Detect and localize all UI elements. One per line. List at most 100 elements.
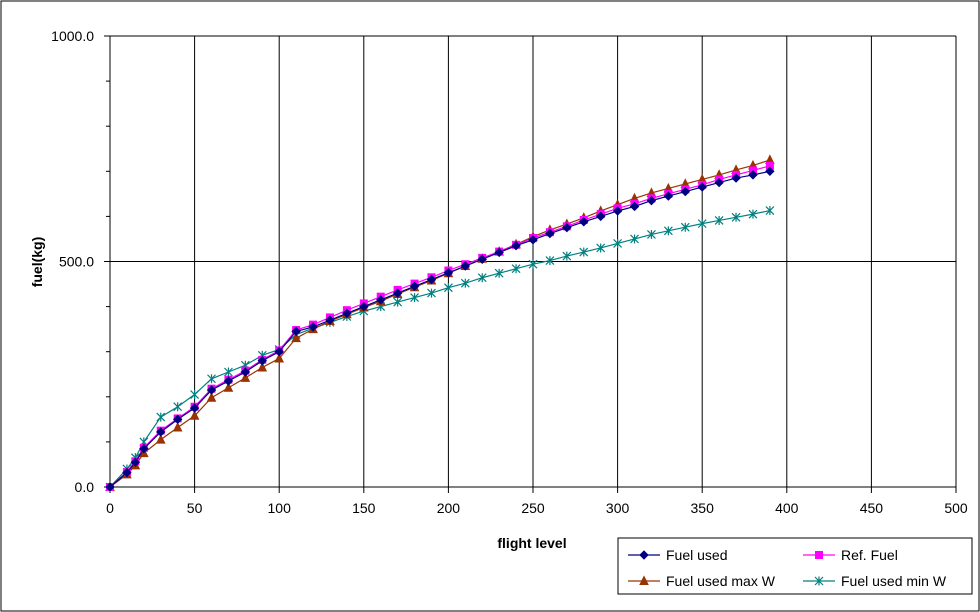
data-point-fuel-used-230 — [494, 247, 504, 258]
data-point-fuel-used-min-w-390 — [765, 206, 775, 216]
data-point-fuel-used-170 — [392, 288, 403, 298]
data-point-fuel-used-min-w-200 — [443, 283, 453, 293]
data-point-fuel-used-300 — [612, 206, 623, 216]
data-point-fuel-used-min-w-370 — [731, 212, 741, 222]
data-point-fuel-used-min-w-190 — [427, 288, 436, 298]
data-point-fuel-used-310 — [629, 201, 640, 212]
x-axis-title: flight level — [497, 535, 566, 551]
data-point-fuel-used-70 — [223, 376, 234, 386]
data-point-fuel-used-max-w-30 — [155, 434, 166, 444]
data-point-fuel-used-390 — [765, 166, 775, 177]
data-point-fuel-used-140 — [342, 308, 352, 319]
data-point-fuel-used-160 — [376, 295, 386, 305]
legend-marker-fuel-used — [639, 550, 649, 560]
data-point-fuel-used-130 — [325, 315, 335, 325]
legend-label-fuel-used-max-w: Fuel used max W — [666, 573, 776, 589]
data-point-fuel-used-min-w-320 — [647, 229, 656, 239]
data-point-fuel-used-max-w-80 — [240, 372, 251, 382]
data-point-fuel-used-210 — [460, 261, 471, 271]
data-point-fuel-used-380 — [748, 170, 758, 180]
data-point-fuel-used-110 — [291, 326, 301, 337]
data-point-fuel-used-min-w-280 — [579, 247, 589, 257]
data-point-fuel-used-min-w-220 — [477, 273, 487, 283]
data-point-fuel-used-min-w-250 — [528, 259, 538, 269]
data-point-fuel-used-100 — [274, 346, 284, 357]
data-point-fuel-used-min-w-380 — [748, 209, 758, 219]
x-tick-label-350: 350 — [691, 500, 715, 516]
x-tick-label-400: 400 — [775, 500, 799, 516]
x-tick-label-0: 0 — [106, 500, 114, 516]
data-point-fuel-used-min-w-340 — [680, 222, 690, 232]
legend-label-fuel-used: Fuel used — [666, 547, 727, 563]
data-point-fuel-used-min-w-290 — [596, 243, 606, 253]
data-point-fuel-used-20 — [139, 443, 149, 454]
legend: Fuel used Ref. Fuel Fuel used max W Fuel us… — [617, 537, 973, 595]
legend-label-ref-fuel: Ref. Fuel — [841, 547, 898, 563]
series-group — [105, 154, 775, 492]
data-point-fuel-used-max-w-50 — [189, 410, 200, 420]
y-tick-label-0: 0.0 — [75, 479, 95, 495]
data-point-fuel-used-40 — [172, 414, 183, 425]
data-point-fuel-used-max-w-110 — [291, 332, 301, 343]
legend-marker-fuel-used-max-w — [639, 575, 649, 585]
x-tick-label-300: 300 — [606, 500, 630, 516]
data-point-fuel-used-min-w-300 — [613, 238, 623, 248]
data-point-fuel-used-min-w-50 — [190, 390, 200, 400]
data-point-fuel-used-150 — [359, 301, 369, 312]
x-tick-label-100: 100 — [268, 500, 292, 516]
data-point-fuel-used-min-w-60 — [207, 374, 216, 384]
data-point-fuel-used-90 — [257, 356, 267, 366]
data-point-fuel-used-min-w-30 — [156, 412, 166, 422]
data-point-fuel-used-60 — [206, 385, 217, 395]
labels: flight level fuel(kg) 0.0 500.0 1000.0 0 50 1… — [29, 28, 968, 551]
x-tick-label-500: 500 — [944, 500, 968, 516]
data-point-fuel-used-min-w-350 — [697, 219, 707, 229]
y-tick-label-1000: 1000.0 — [51, 28, 94, 44]
data-point-fuel-used-max-w-60 — [206, 392, 217, 402]
data-point-fuel-used-30 — [156, 427, 166, 437]
data-point-fuel-used-320 — [646, 195, 657, 206]
data-point-fuel-used-0 — [105, 482, 115, 492]
data-point-fuel-used-330 — [663, 191, 674, 201]
data-point-fuel-used-max-w-70 — [223, 382, 234, 392]
data-point-fuel-used-240 — [511, 241, 521, 251]
legend-item-fuel-used: Fuel used — [628, 547, 727, 563]
data-point-fuel-used-190 — [426, 274, 437, 285]
x-tick-label-200: 200 — [437, 500, 461, 516]
data-point-fuel-used-min-w-180 — [410, 293, 419, 303]
legend-item-fuel-used-max-w: Fuel used max W — [628, 573, 776, 589]
axes — [104, 35, 957, 493]
data-point-fuel-used-200 — [443, 268, 454, 278]
data-point-fuel-used-max-w-100 — [274, 352, 285, 363]
data-point-fuel-used-280 — [579, 217, 589, 227]
data-point-fuel-used-350 — [697, 182, 707, 192]
data-point-fuel-used-min-w-330 — [663, 226, 673, 236]
data-point-fuel-used-min-w-230 — [494, 268, 504, 278]
data-point-fuel-used-80 — [240, 367, 251, 377]
data-point-fuel-used-min-w-210 — [460, 278, 470, 288]
x-tick-label-450: 450 — [860, 500, 884, 516]
x-tick-label-150: 150 — [352, 500, 376, 516]
data-point-fuel-used-270 — [562, 222, 572, 233]
data-point-fuel-used-10 — [122, 467, 132, 478]
data-point-fuel-used-min-w-360 — [714, 215, 724, 225]
legend-item-fuel-used-min-w: Fuel used min W — [803, 573, 947, 589]
legend-item-ref-fuel: Ref. Fuel — [803, 547, 898, 563]
data-point-fuel-used-340 — [680, 186, 690, 197]
data-point-fuel-used-min-w-270 — [562, 251, 572, 261]
legend-marker-ref-fuel — [815, 551, 823, 559]
legend-label-fuel-used-min-w: Fuel used min W — [841, 573, 947, 589]
data-point-fuel-used-220 — [477, 254, 487, 264]
data-point-fuel-used-370 — [731, 173, 741, 183]
y-axis-title: fuel(kg) — [29, 237, 45, 288]
data-point-fuel-used-min-w-240 — [511, 264, 521, 274]
data-point-fuel-used-max-w-90 — [257, 361, 268, 372]
data-point-fuel-used-max-w-40 — [172, 421, 183, 432]
data-point-fuel-used-260 — [545, 228, 555, 239]
data-point-fuel-used-290 — [595, 211, 606, 222]
data-point-fuel-used-360 — [714, 177, 724, 188]
data-point-fuel-used-15 — [130, 457, 141, 467]
